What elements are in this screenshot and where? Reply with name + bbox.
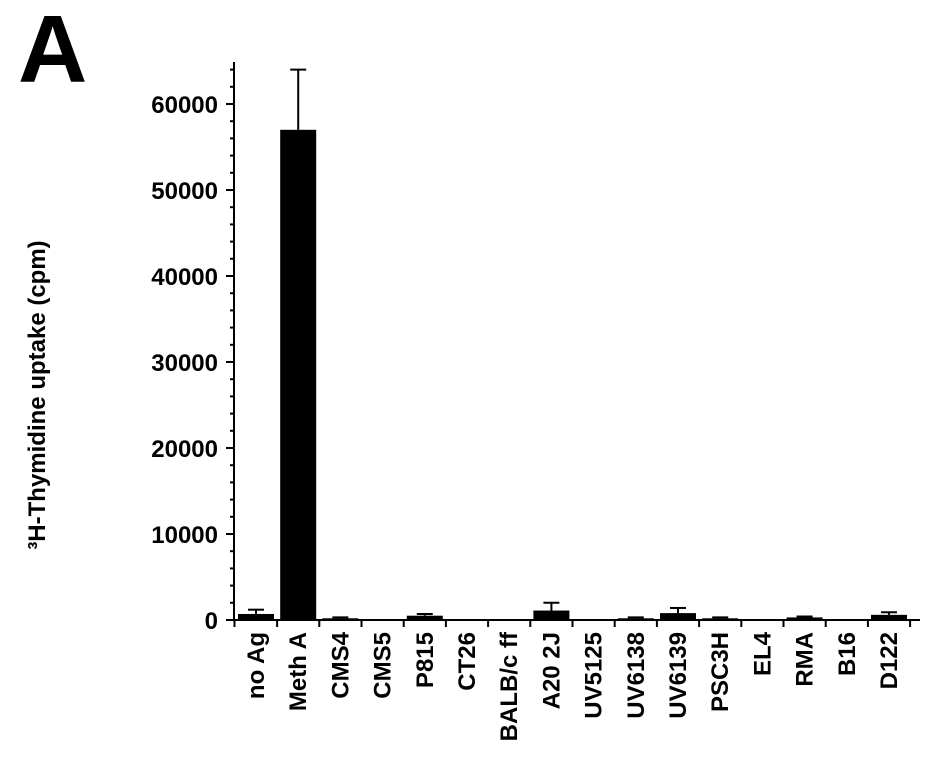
x-tick-label: PSC3H — [707, 632, 734, 712]
bar-p815 — [406, 615, 443, 620]
bar-rma — [786, 617, 823, 620]
y-tick-label: 30000 — [151, 350, 218, 377]
x-tick-label: RMA — [792, 632, 819, 687]
x-tick-label: UV5125 — [581, 632, 608, 719]
x-tick-label: UV6138 — [623, 632, 650, 719]
x-tick-label: B16 — [834, 632, 861, 676]
x-tick-label: EL4 — [749, 631, 776, 676]
x-tick-label: A20 2J — [538, 632, 565, 709]
x-tick-label: BALB/c ff — [496, 631, 523, 741]
bars-group — [238, 129, 907, 621]
bar-meth-a — [280, 129, 317, 621]
y-tick-label: 60000 — [151, 92, 218, 119]
panel-label: A — [18, 0, 88, 103]
x-tick-label: no Ag — [243, 632, 270, 699]
y-tick-label: 10000 — [151, 522, 218, 549]
error-bars-group — [248, 68, 897, 619]
x-tick-label: P815 — [412, 632, 439, 688]
x-tick-label: CMS5 — [370, 632, 397, 699]
y-tick-label: 40000 — [151, 264, 218, 291]
bar-uv6139 — [660, 613, 696, 620]
y-ticks-group: 0 10000 20000 30000 40000 50000 60000 — [151, 68, 234, 635]
y-tick-label: 20000 — [151, 436, 218, 463]
x-tick-label: CMS4 — [327, 631, 354, 698]
y-tick-label: 0 — [205, 608, 218, 635]
bar-no-ag — [238, 613, 274, 620]
x-tick-label: Meth A — [285, 632, 312, 711]
x-ticks-group: no Ag Meth A CMS4 CMS5 P815 CT26 BALB/c ff A20 … — [233, 620, 912, 741]
x-tick-label: D122 — [876, 632, 903, 689]
y-tick-label: 50000 — [151, 178, 218, 205]
bar-d122 — [871, 614, 907, 620]
x-tick-label: UV6139 — [665, 632, 692, 719]
bar-a20-2j — [533, 610, 570, 620]
axes-group — [233, 62, 920, 621]
x-tick-label: CT26 — [454, 632, 481, 691]
